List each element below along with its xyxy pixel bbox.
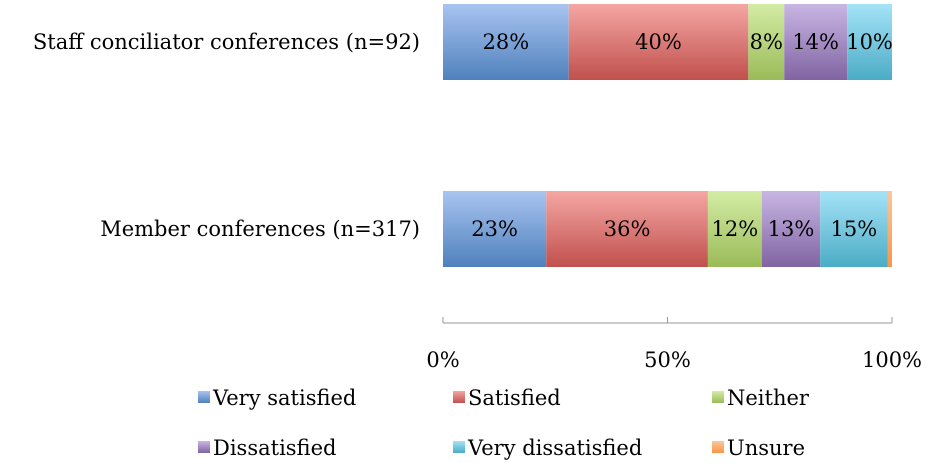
legend-label-satisfied: Satisfied: [468, 386, 561, 410]
category-label: Member conferences (n=317): [100, 217, 420, 241]
bar-unsure-member: [887, 191, 892, 267]
data-label: 15%: [830, 217, 877, 241]
category-labels: Staff conciliator conferences (n=92) Memb…: [33, 30, 420, 241]
data-label: 36%: [604, 217, 651, 241]
bar-area: 28% 40% 8% 14% 10% 23% 36% 12% 13% 15%: [443, 4, 893, 267]
data-label: 8%: [750, 30, 783, 54]
legend-swatch-very-dissatisfied: [453, 441, 465, 453]
legend-label-very-satisfied: Very satisfied: [212, 386, 356, 410]
legend-swatch-dissatisfied: [198, 441, 210, 453]
legend-swatch-unsure: [712, 441, 724, 453]
data-label: 23%: [471, 217, 518, 241]
legend: Very satisfied Satisfied Neither Dissatisfi…: [198, 386, 810, 460]
bar-very-dissatisfied-member: [820, 191, 888, 267]
data-label: 12%: [712, 217, 759, 241]
data-label: 13%: [768, 217, 815, 241]
legend-swatch-very-satisfied: [198, 391, 210, 403]
bar-satisfied-staff: [568, 4, 749, 80]
data-label: 14%: [792, 30, 839, 54]
bar-dissatisfied-member: [761, 191, 821, 267]
data-label: 40%: [635, 30, 682, 54]
bar-neither-staff: [748, 4, 785, 80]
legend-label-very-dissatisfied: Very dissatisfied: [467, 436, 642, 460]
legend-swatch-neither: [712, 391, 724, 403]
x-tick-label: 0%: [426, 348, 459, 372]
bar-very-satisfied-staff: [443, 4, 569, 80]
legend-swatch-satisfied: [453, 391, 465, 403]
category-label: Staff conciliator conferences (n=92): [33, 30, 420, 54]
x-tick-label: 100%: [862, 348, 922, 372]
bar-very-dissatisfied-staff: [847, 4, 892, 80]
legend-label-unsure: Unsure: [727, 436, 805, 460]
legend-label-dissatisfied: Dissatisfied: [213, 436, 336, 460]
data-label: 28%: [483, 30, 530, 54]
bar-neither-member: [707, 191, 762, 267]
data-label: 10%: [846, 30, 893, 54]
x-tick-label: 50%: [644, 348, 691, 372]
bar-dissatisfied-staff: [784, 4, 848, 80]
bar-very-satisfied-member: [443, 191, 547, 267]
x-axis: 0% 50% 100%: [426, 317, 922, 372]
bar-satisfied-member: [546, 191, 708, 267]
legend-label-neither: Neither: [727, 386, 810, 410]
